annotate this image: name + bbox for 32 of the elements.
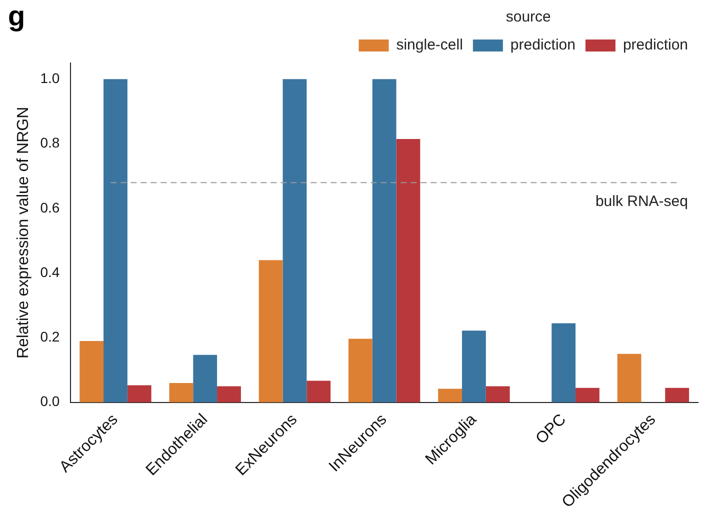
y-tick-label: 0.0 — [40, 393, 60, 410]
bar — [104, 79, 128, 402]
bar — [306, 380, 331, 402]
y-axis-title: Relative expression value of NRGN — [15, 106, 32, 359]
legend-label: single-cell — [396, 36, 463, 54]
legend-label: prediction — [510, 36, 576, 54]
bar — [665, 388, 690, 402]
y-tick-label: 0.4 — [40, 264, 60, 280]
ref-line-label: bulk RNA-seq — [595, 193, 688, 210]
bar — [193, 354, 218, 402]
text: g — [8, 0, 26, 32]
bar — [552, 323, 576, 402]
bar — [372, 79, 396, 402]
y-tick-label: 0.6 — [40, 199, 60, 216]
bar — [462, 330, 486, 402]
bar — [127, 385, 152, 402]
legend-label: prediction — [622, 36, 688, 54]
bar — [438, 388, 462, 402]
bar — [348, 338, 372, 402]
bar — [258, 260, 283, 402]
bar — [396, 138, 420, 402]
bar — [80, 340, 104, 402]
y-tick-label: 0.8 — [40, 134, 60, 151]
bar — [576, 388, 600, 402]
legend-title: source — [506, 8, 551, 26]
y-tick-label: 0.2 — [40, 328, 60, 345]
y-tick-label: 1.0 — [40, 70, 60, 86]
bar — [486, 386, 510, 402]
bar — [617, 354, 642, 402]
bar — [282, 79, 307, 402]
bar — [217, 386, 241, 402]
bar — [169, 382, 194, 402]
